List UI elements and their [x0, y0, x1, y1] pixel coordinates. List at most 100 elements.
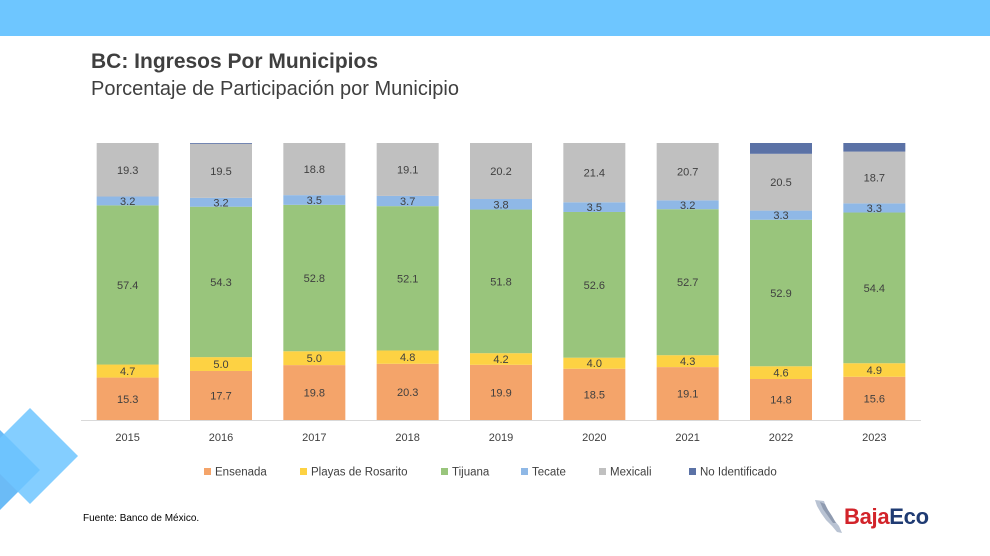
bajaeco-logo: BajaEco [812, 498, 952, 536]
bar-segment [563, 368, 626, 420]
bar-segment [376, 350, 439, 364]
data-label: 3.5 [587, 202, 602, 214]
bar-segment [96, 377, 159, 420]
x-tick-label: 2023 [862, 432, 886, 444]
bar-segment [190, 197, 252, 207]
data-label: 52.1 [397, 273, 418, 285]
bar-segment [470, 364, 532, 420]
legend-label: Mexicali [610, 467, 652, 479]
top-band [0, 0, 990, 36]
bar-segment [656, 143, 719, 201]
data-label: 54.3 [210, 277, 231, 289]
bar-segment [190, 143, 252, 144]
legend-swatch [689, 468, 696, 475]
bar-segment [96, 364, 159, 378]
data-label: 14.8 [770, 395, 791, 407]
bar-segment [190, 357, 252, 371]
bar-segment [750, 219, 812, 367]
data-label: 20.7 [677, 167, 698, 179]
data-label: 15.6 [864, 393, 885, 405]
bar-segment [843, 363, 906, 377]
bar-segment [283, 365, 346, 420]
legend-swatch [441, 468, 448, 475]
bar-segment [190, 370, 252, 420]
bar-segment [843, 143, 906, 152]
bar-segment [190, 143, 252, 198]
bar-segment [563, 143, 626, 203]
data-label: 4.9 [867, 365, 882, 377]
data-label: 17.7 [210, 390, 231, 402]
data-label: 18.5 [584, 389, 605, 401]
baja-california-map-icon [815, 500, 842, 533]
data-label: 18.8 [304, 164, 325, 176]
bar-segment [376, 206, 439, 351]
data-label: 18.7 [864, 172, 885, 184]
x-tick-label: 2019 [489, 432, 513, 444]
source-note: Fuente: Banco de México. [83, 513, 200, 524]
bar-segment [470, 199, 532, 210]
x-tick-label: 2015 [115, 432, 139, 444]
data-label: 19.1 [397, 164, 418, 176]
legend-label: Tecate [532, 467, 566, 479]
bar-segment [750, 366, 812, 380]
legend-swatch [599, 468, 606, 475]
legend-swatch [204, 468, 211, 475]
bar-segment [96, 143, 159, 197]
bar-segment [470, 143, 532, 200]
data-label: 3.2 [213, 197, 228, 209]
bar-segment [656, 355, 719, 368]
data-label: 54.4 [864, 283, 885, 295]
bar-segment [656, 209, 719, 356]
data-label: 52.7 [677, 277, 698, 289]
data-label: 3.2 [680, 200, 695, 212]
logo-wordmark: BajaEco [844, 504, 929, 529]
bar-segment [376, 363, 439, 420]
data-label: 19.9 [490, 387, 511, 399]
bar-segment [470, 209, 532, 354]
data-label: 3.2 [120, 196, 135, 208]
x-tick-label: 2018 [395, 432, 419, 444]
decorative-diamonds [0, 408, 78, 510]
bar-segment [96, 196, 159, 206]
bar-segment [750, 379, 812, 420]
bar-segment [750, 143, 812, 154]
bar-segment [96, 205, 159, 365]
bar-segment [656, 200, 719, 210]
data-label: 4.6 [773, 368, 788, 380]
data-label: 4.8 [400, 352, 415, 364]
bar-segment [470, 353, 532, 365]
bar-segment [750, 153, 812, 211]
data-label: 19.1 [677, 389, 698, 401]
data-label: 3.5 [307, 195, 322, 207]
x-tick-label: 2016 [209, 432, 233, 444]
legend-label: Tijuana [452, 467, 490, 479]
x-tick-label: 2022 [769, 432, 793, 444]
bar-segment [750, 210, 812, 220]
x-tick-label: 2021 [675, 432, 699, 444]
data-label: 51.8 [490, 276, 511, 288]
data-label: 4.7 [120, 366, 135, 378]
legend-label: No Identificado [700, 467, 777, 479]
bar-segment [283, 351, 346, 366]
data-label: 15.3 [117, 394, 138, 406]
legend-swatch [521, 468, 528, 475]
data-label: 5.0 [307, 353, 322, 365]
bar-segment [843, 203, 906, 213]
bar-segment [283, 143, 346, 196]
chart-subtitle: Porcentaje de Participación por Municipi… [91, 78, 459, 100]
legend-swatch [300, 468, 307, 475]
legend-label: Ensenada [215, 467, 267, 479]
bar-segment [843, 151, 906, 204]
data-label: 52.9 [770, 288, 791, 300]
bar-segment [656, 367, 719, 420]
bar-segment [563, 357, 626, 369]
data-label: 19.3 [117, 165, 138, 177]
bar-segment [843, 212, 906, 364]
data-label: 20.2 [490, 166, 511, 178]
bar-segment [563, 202, 626, 212]
data-label: 5.0 [213, 359, 228, 371]
data-label: 3.8 [493, 199, 508, 211]
data-label: 4.0 [587, 358, 602, 370]
data-label: 19.5 [210, 166, 231, 178]
bar-segment [283, 195, 346, 205]
